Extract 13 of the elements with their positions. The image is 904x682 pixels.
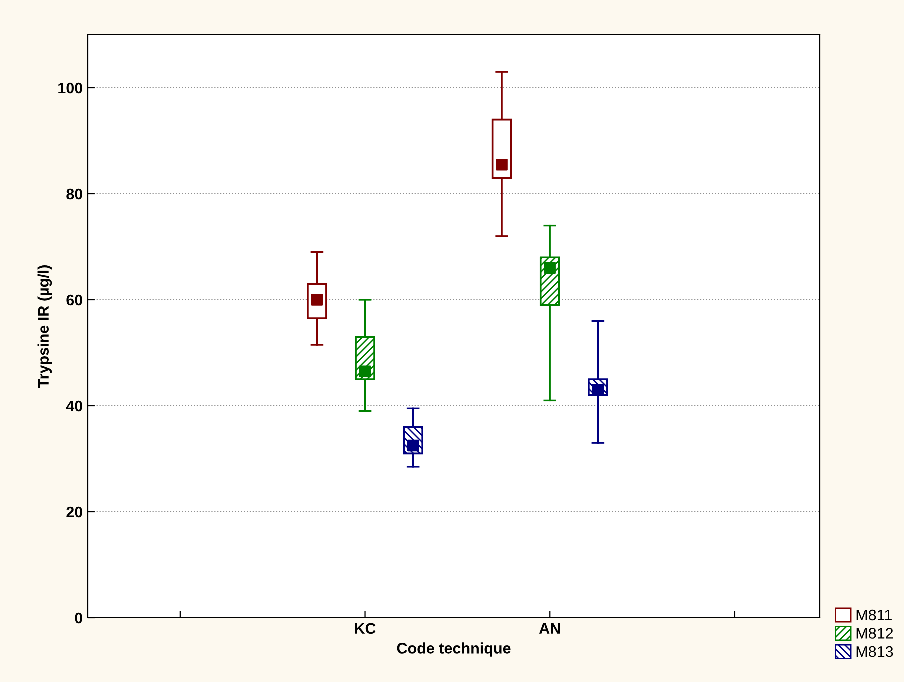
legend-label: M812 [856,628,894,639]
y-tick-label: 20 [66,506,83,518]
x-tick-label: AN [539,623,560,634]
legend-label: M813 [856,646,894,658]
y-axis-title: Trypsine IR (µg/l) [38,266,52,388]
x-tick-label: KC [355,623,376,634]
y-tick-label: 0 [75,612,83,624]
y-tick-label: 40 [66,400,83,412]
y-tick-label: 60 [66,294,83,306]
y-tick-label: 100 [58,82,83,94]
x-axis-title: Code technique [397,642,511,657]
legend-label: M811 [856,610,892,621]
y-tick-label: 80 [66,188,83,200]
